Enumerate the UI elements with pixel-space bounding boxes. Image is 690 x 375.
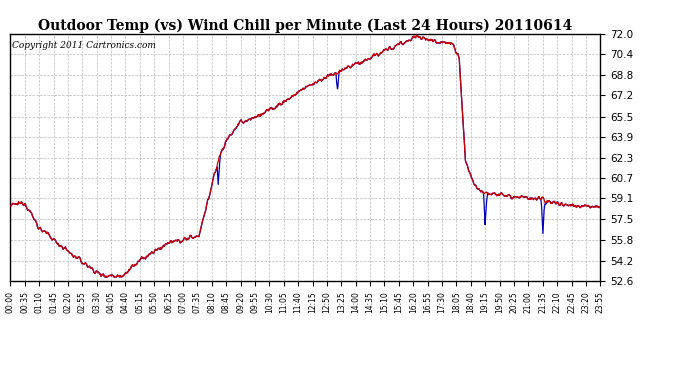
Text: Copyright 2011 Cartronics.com: Copyright 2011 Cartronics.com (12, 41, 155, 50)
Title: Outdoor Temp (vs) Wind Chill per Minute (Last 24 Hours) 20110614: Outdoor Temp (vs) Wind Chill per Minute … (38, 18, 573, 33)
